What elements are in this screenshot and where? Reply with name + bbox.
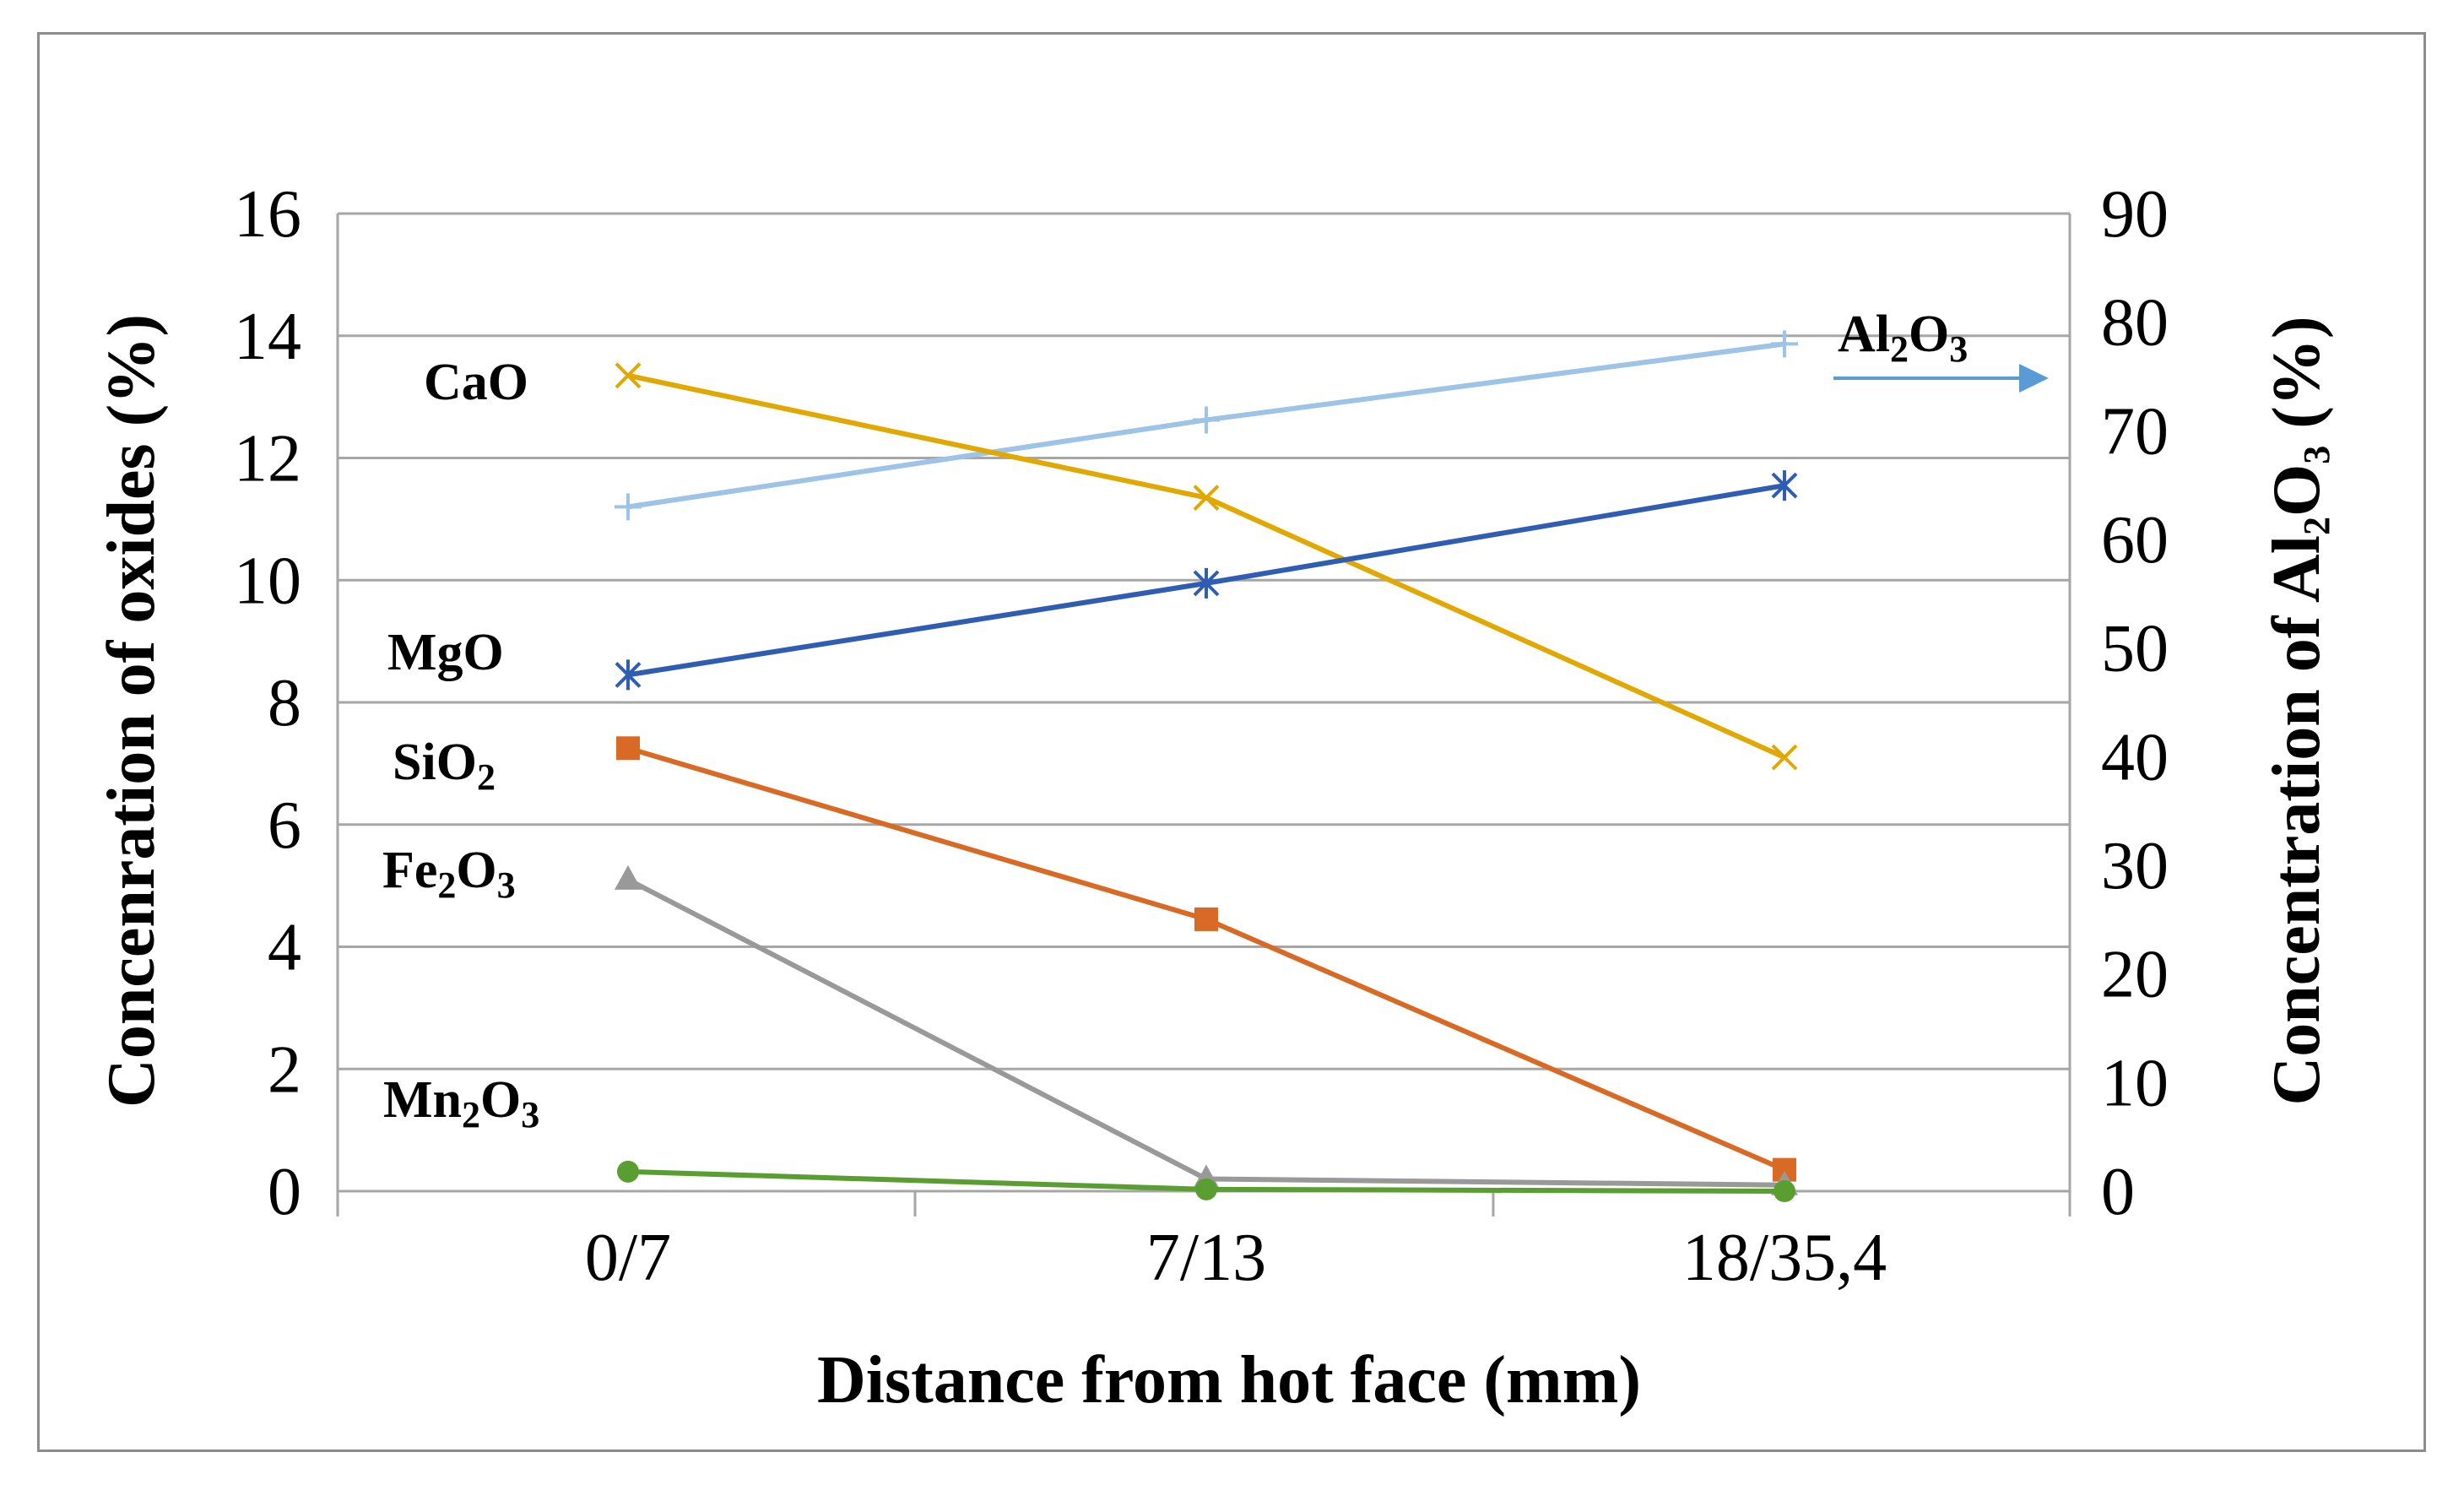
y2-axis-title-part: Concentration of Al: [2260, 535, 2334, 1106]
axes: 0 2 4 6 8 10 12 14 16 0 10 20 30 40 50 60 70 80 90 0/7 7/13 1…: [95, 177, 2337, 1417]
label-al2o3: Al2O3: [1838, 306, 1968, 370]
label-mn2o3-part: 2: [462, 1094, 480, 1135]
y2-axis-title-part: (%): [2260, 316, 2334, 445]
y-axis-title: Concenration of oxides (%): [95, 314, 169, 1108]
series-sio2-point-1: [616, 736, 640, 761]
y2-tick-label: 10: [2101, 1046, 2169, 1120]
label-fe2o3-part: 3: [497, 864, 516, 906]
y-tick-label: 6: [268, 788, 301, 863]
al2o3-arrow-head: [2019, 364, 2049, 393]
y2-tick-label: 80: [2101, 286, 2169, 360]
series-sio2-point-2: [1194, 907, 1218, 931]
series-mgo-point-2: [1193, 567, 1220, 599]
y2-tick-label: 20: [2101, 938, 2169, 1012]
y-tick-label: 8: [268, 666, 301, 740]
x-tick-label: 7/13: [1146, 1221, 1266, 1295]
y-tick-label: 2: [268, 1032, 301, 1107]
series-mn2o3-point-3: [1774, 1180, 1795, 1202]
label-sio2: SiO2: [393, 734, 496, 798]
x-tick-label: 0/7: [585, 1221, 671, 1295]
label-mgo: MgO: [387, 624, 504, 681]
series-lines: [615, 330, 1798, 1202]
series-mgo-point-1: [615, 659, 642, 691]
label-cao: CaO: [424, 354, 528, 411]
y-axis-title-part: Concenration of oxides (%): [95, 314, 169, 1108]
series-al2o3-point-2: [1193, 406, 1220, 434]
label-fe2o3: Fe2O3: [382, 842, 516, 906]
series-sio2-line: [627, 745, 1786, 1173]
series-cao-point-1: [615, 362, 642, 389]
label-mn2o3-part: O: [480, 1071, 521, 1129]
label-al2o3-part: 3: [1949, 328, 1968, 370]
y2-axis-title-part: O: [2260, 464, 2334, 517]
label-cao-part: CaO: [424, 354, 528, 411]
y2-axis-title-part: 2: [2296, 517, 2337, 535]
series-al2o3-point-1: [615, 493, 642, 521]
y-tick-label: 16: [234, 177, 301, 252]
oxide-concentration-chart: 0 2 4 6 8 10 12 14 16 0 10 20 30 40 50 60 70 80 90 0/7 7/13 1…: [95, 177, 2337, 1417]
y2-tick-label: 60: [2101, 503, 2169, 577]
label-al2o3-part: O: [1909, 306, 1949, 363]
y2-tick-label: 90: [2101, 177, 2169, 252]
label-fe2o3-part: Fe: [382, 842, 437, 899]
y2-axis-title-part: 3: [2296, 446, 2337, 464]
x-axis-title: Distance from hot face (mm): [817, 1343, 1641, 1417]
y2-axis-title: Concentration of Al2O3 (%): [2260, 316, 2337, 1105]
y-tick-label: 4: [268, 911, 301, 985]
chart-frame: 0 2 4 6 8 10 12 14 16 0 10 20 30 40 50 60 70 80 90 0/7 7/13 1…: [37, 32, 2426, 1452]
label-mn2o3-part: Mn: [383, 1071, 462, 1129]
label-fe2o3-part: O: [456, 842, 496, 899]
label-al2o3-part: Al: [1838, 306, 1890, 363]
series-mn2o3-point-2: [1195, 1178, 1217, 1200]
y-tick-label: 10: [234, 544, 301, 618]
label-sio2-part: SiO: [393, 734, 477, 791]
label-mgo-part: MgO: [387, 624, 504, 681]
label-mn2o3: Mn2O3: [383, 1071, 539, 1135]
y-tick-label: 0: [268, 1155, 301, 1229]
series-al2o3-point-3: [1771, 330, 1798, 358]
label-mn2o3-part: 3: [521, 1094, 539, 1135]
gridlines: [338, 212, 2070, 1070]
series-mn2o3-point-1: [617, 1160, 639, 1183]
y2-tick-label: 50: [2101, 612, 2169, 686]
x-tick-label: 18/35,4: [1682, 1221, 1887, 1295]
label-al2o3-part: 2: [1890, 328, 1909, 370]
series-cao-point-2: [1193, 485, 1220, 511]
y-tick-label: 14: [234, 300, 301, 374]
series-cao-point-3: [1771, 744, 1798, 771]
series-mgo-point-3: [1771, 470, 1798, 501]
y2-tick-label: 70: [2101, 394, 2169, 469]
y-tick-label: 12: [234, 422, 301, 496]
label-sio2-part: 2: [477, 756, 496, 798]
y2-tick-label: 40: [2101, 720, 2169, 794]
y2-tick-label: 0: [2101, 1155, 2135, 1229]
y2-tick-label: 30: [2101, 829, 2169, 903]
label-fe2o3-part: 2: [437, 864, 456, 906]
series-fe2o3-point-1: [615, 864, 642, 890]
